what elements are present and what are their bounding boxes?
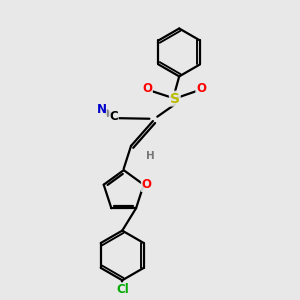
Text: O: O — [142, 82, 152, 95]
Text: C: C — [109, 110, 118, 123]
Text: N: N — [97, 103, 107, 116]
Text: O: O — [142, 178, 152, 191]
Text: S: S — [170, 92, 180, 106]
Text: O: O — [196, 82, 206, 95]
Text: Cl: Cl — [116, 283, 129, 296]
Text: H: H — [146, 151, 154, 161]
